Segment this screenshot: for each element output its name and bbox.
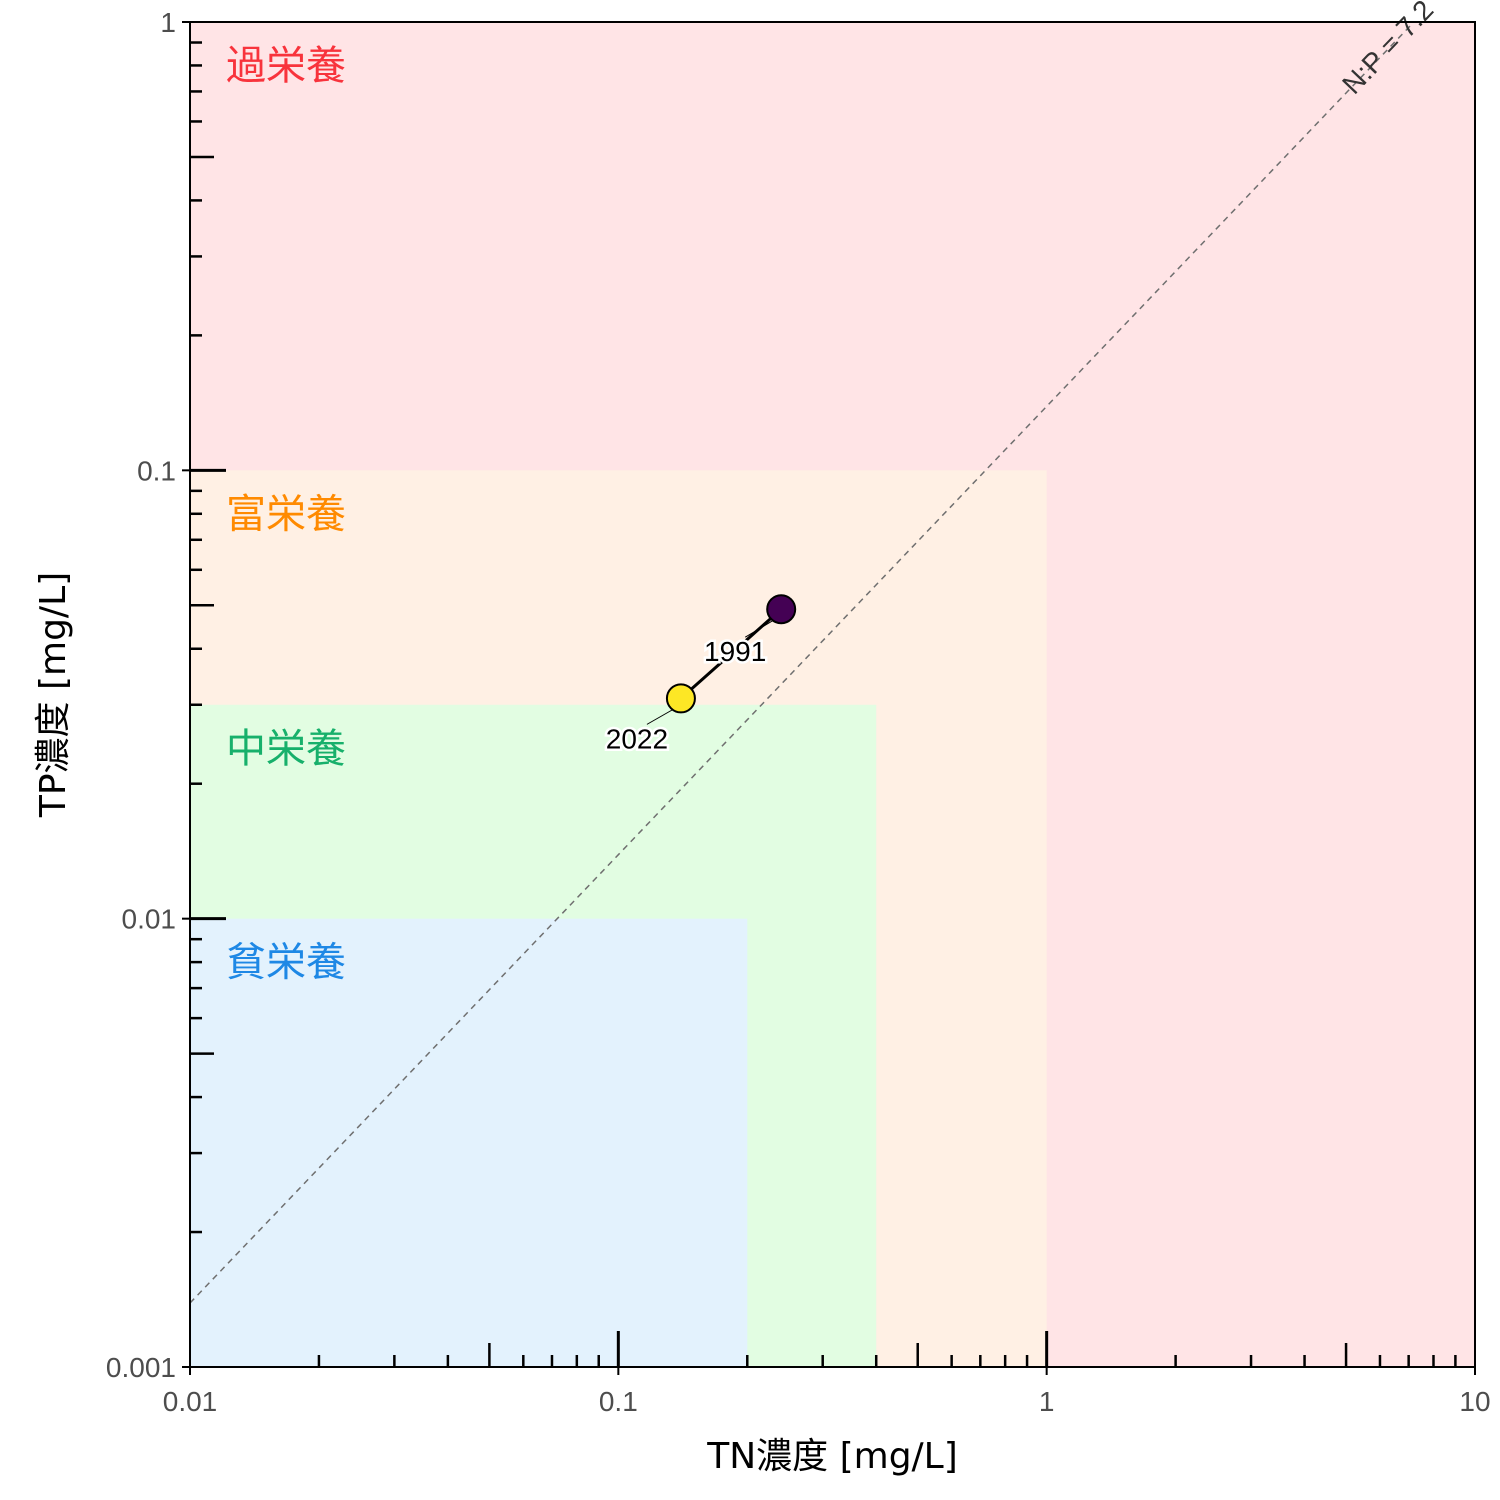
trajectory-line <box>679 608 783 700</box>
zone-label-3: 貧栄養 <box>226 940 346 986</box>
x-tick-label: 0.1 <box>599 1386 638 1417</box>
plot-frame <box>189 21 1476 1368</box>
point-1991 <box>766 594 797 625</box>
trophic-zones <box>190 22 1475 1367</box>
y-tick-label: 0.1 <box>137 455 176 486</box>
data-points: 1991 2022 <box>603 594 797 757</box>
x-axis-title: TN濃度 [mg/L] <box>706 1436 958 1477</box>
x-tick-label: 10 <box>1459 1386 1490 1417</box>
x-tick-label: 0.01 <box>163 1386 218 1417</box>
point-label-leader <box>646 707 676 725</box>
reference-line <box>189 21 1415 1304</box>
zone-rect-3 <box>190 918 748 1367</box>
y-tick-label: 0.01 <box>122 904 177 935</box>
point-label-leader <box>744 618 776 638</box>
point-label-2022: 2022 <box>606 723 668 754</box>
x-tick-label: 1 <box>1039 1386 1055 1417</box>
zone-label-0: 過栄養 <box>226 43 346 89</box>
zone-label-2: 中栄養 <box>226 726 346 772</box>
point-2022 <box>665 683 696 714</box>
y-axis-title: TP濃度 [mg/L] <box>33 572 74 818</box>
y-tick-label: 0.001 <box>106 1352 176 1383</box>
zone-label-1: 富栄養 <box>226 491 346 537</box>
y-tick-label: 1 <box>160 7 176 38</box>
point-label-1991: 1991 <box>704 636 766 667</box>
axis-ticks <box>182 21 1476 1375</box>
